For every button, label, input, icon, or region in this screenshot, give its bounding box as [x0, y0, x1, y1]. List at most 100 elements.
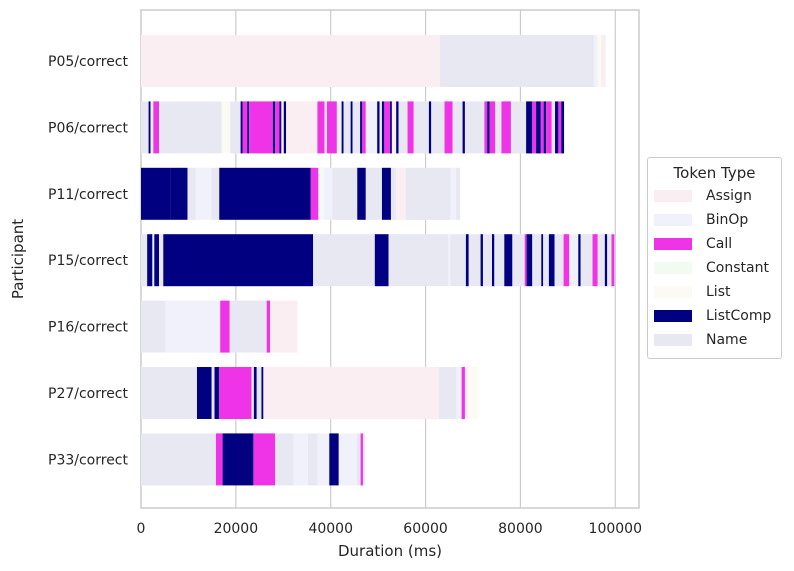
bar-segment-call — [215, 433, 223, 486]
bar-segment-list — [468, 367, 478, 419]
bar-segment-call — [444, 101, 453, 154]
x-tick-labels: 0 20000 40000 60000 80000 100000 — [137, 521, 642, 537]
bar-segment-name — [464, 101, 485, 154]
bar-segment-listcomp — [578, 234, 581, 287]
bar-segment-assign — [324, 101, 327, 154]
bar-segment-name — [438, 367, 457, 419]
y-tick-label: P06/correct — [48, 120, 129, 136]
bar-segment-name — [211, 167, 220, 220]
bar-segment-name — [141, 234, 148, 287]
bar-segment-listcomp — [390, 101, 392, 154]
legend-item-name: Name — [654, 328, 781, 352]
bar-segment-name — [597, 234, 605, 287]
bar-segment-listcomp — [283, 101, 287, 154]
bar-segment-listcomp — [247, 101, 250, 154]
legend-item-constant: Constant — [654, 256, 781, 280]
bar-segment-name — [362, 433, 366, 486]
bar-segment-name — [229, 300, 267, 353]
bar-segment-listcomp — [279, 101, 282, 154]
bar-segment-binop — [165, 300, 221, 353]
bar-segment-name — [307, 433, 318, 486]
bar-segment-name — [607, 234, 612, 287]
bar-segment-listcomp — [341, 101, 344, 154]
bar-segment-call — [489, 101, 496, 154]
y-tick-label: P15/correct — [48, 253, 129, 269]
bar-segment-name — [356, 433, 361, 486]
bar-segment-call — [360, 433, 363, 486]
bar-segment-name — [141, 101, 149, 154]
bar-segment-name — [455, 167, 461, 220]
bar-segment-name — [390, 167, 397, 220]
legend-title: Token Type — [673, 164, 756, 182]
bar-segment-listcomp — [381, 167, 391, 220]
bar-segment-binop — [324, 167, 333, 220]
bar-segment-name — [450, 234, 466, 287]
legend-label: ListComp — [706, 308, 772, 324]
bar-segment-call — [310, 167, 319, 220]
bar-segment-call — [266, 300, 271, 353]
bar-segment-listcomp — [141, 167, 171, 220]
bar-segment-call — [362, 101, 366, 154]
bar-segment-name — [141, 367, 197, 419]
bar-segment-listcomp — [147, 234, 153, 287]
bar-segment-listcomp — [396, 101, 399, 154]
bar-segment-name — [512, 234, 525, 287]
bar-segment-name — [452, 101, 463, 154]
bar-segment-listcomp — [541, 234, 544, 287]
bar-segment-name — [256, 367, 262, 419]
bar-segment-name — [275, 433, 294, 486]
bar-segment-name — [398, 101, 408, 154]
bar-segment-name — [379, 101, 382, 154]
bar-segment-name — [211, 367, 215, 419]
bar-segment-call — [153, 101, 160, 154]
bar-segment-binop — [293, 433, 308, 486]
bar-segment-assign — [391, 101, 397, 154]
bar-segment-call — [275, 101, 280, 154]
legend-label: Name — [706, 332, 748, 348]
bar-segment-name — [352, 101, 361, 154]
y-axis-title: Participant — [9, 219, 27, 299]
bar-segment-binop — [152, 234, 155, 287]
bar-segment-name — [159, 101, 222, 154]
x-tick-label: 20000 — [214, 521, 259, 537]
bar-segment-call — [317, 101, 325, 154]
bar-segment-listcomp — [543, 101, 547, 154]
bar-segment-assign — [286, 101, 318, 154]
bar-segment-listcomp — [548, 234, 555, 287]
legend-label: Call — [706, 236, 733, 252]
y-tick-label: P33/correct — [48, 452, 129, 468]
bar-segment-assign — [396, 167, 406, 220]
bar-segment-listcomp — [555, 101, 559, 154]
bar-segment-binop — [593, 35, 598, 87]
bar-segment-call — [407, 101, 414, 154]
bar-segment-listcomp — [491, 234, 495, 287]
x-tick-label: 60000 — [403, 521, 448, 537]
bar-segment-binop — [365, 101, 378, 154]
bar-segment-listcomp — [428, 101, 432, 154]
bar-segment-listcomp — [350, 101, 353, 154]
bar-segment-binop — [195, 167, 212, 220]
bar-segment-listcomp — [504, 234, 513, 287]
bar-segment-name — [230, 101, 241, 154]
bar-segment-name — [365, 167, 382, 220]
bar-segment-listcomp — [487, 101, 490, 154]
legend-swatch — [654, 238, 692, 250]
bar-segment-name — [468, 234, 481, 287]
bar-segment-name — [343, 101, 351, 154]
bar-segment-call — [242, 101, 248, 154]
bar-segment-listcomp — [462, 101, 465, 154]
y-tick-label: P16/correct — [48, 320, 129, 336]
legend-item-binop: BinOp — [654, 208, 781, 232]
bar-segment-name — [313, 234, 375, 287]
legend-label: BinOp — [706, 212, 749, 228]
bar-segment-assign — [141, 35, 440, 87]
legend-swatch — [654, 214, 692, 226]
bar-segment-name — [494, 234, 505, 287]
bar-segment-name — [510, 101, 527, 154]
x-tick-label: 0 — [137, 521, 146, 537]
legend-item-listcomp: ListComp — [654, 304, 781, 328]
bar-segment-binop — [450, 167, 456, 220]
bar-segment-listcomp — [480, 234, 483, 287]
bar-segment-binop — [456, 367, 462, 419]
bar-segment-binop — [569, 234, 579, 287]
